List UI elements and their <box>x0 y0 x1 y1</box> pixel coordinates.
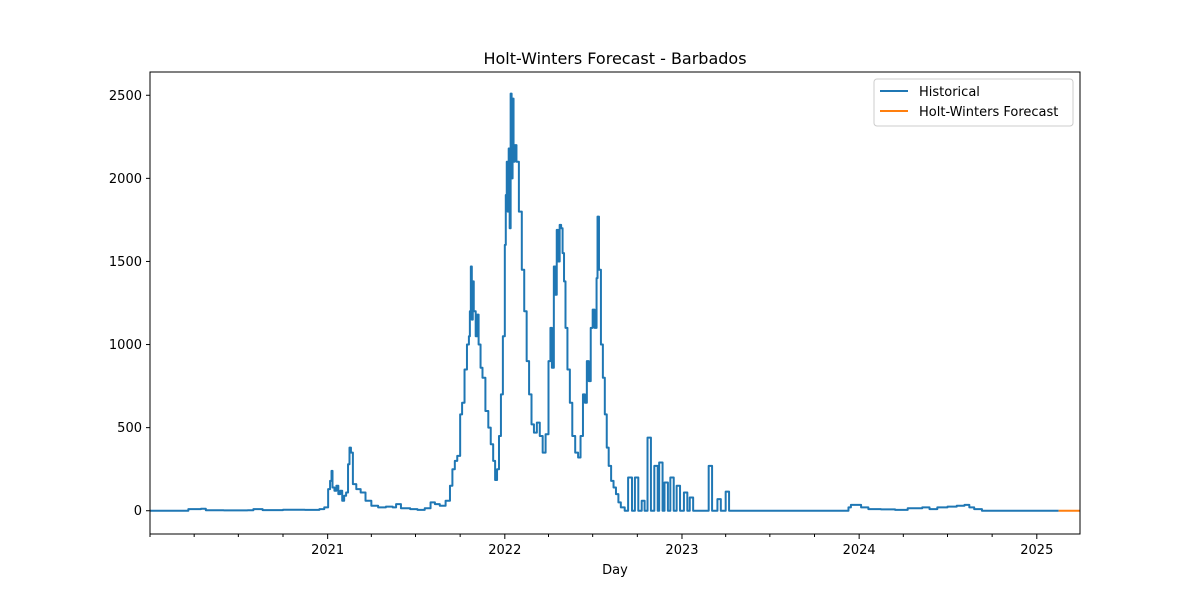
plot-area <box>150 72 1080 534</box>
series-layer <box>150 92 1080 512</box>
y-tick-label: 1000 <box>109 338 142 353</box>
y-tick-label: 2500 <box>109 89 142 104</box>
y-ticks: 0 500 1000 1500 2000 2500 <box>109 89 150 519</box>
x-tick-label: 2025 <box>1020 543 1053 558</box>
x-tick-label: 2023 <box>665 543 698 558</box>
y-tick-label: 1500 <box>109 255 142 270</box>
y-tick-label: 500 <box>117 421 142 436</box>
x-axis-label: Day <box>602 563 628 578</box>
x-ticks: 2021 2022 2023 2024 2025 <box>149 534 1053 558</box>
y-tick-label: 2000 <box>109 172 142 187</box>
legend: Historical Holt-Winters Forecast <box>873 78 1074 127</box>
legend-label-forecast: Holt-Winters Forecast <box>919 105 1058 120</box>
x-tick-label: 2024 <box>843 543 876 558</box>
legend-box <box>873 78 1074 127</box>
x-tick-label: 2021 <box>311 543 344 558</box>
axes-layer <box>149 71 1081 535</box>
series-line-historical <box>150 92 1059 512</box>
y-tick-label: 0 <box>134 504 142 519</box>
plot-frame <box>149 71 1081 535</box>
legend-label-historical: Historical <box>919 85 980 100</box>
chart-title: Holt-Winters Forecast - Barbados <box>483 49 746 68</box>
x-tick-label: 2022 <box>488 543 521 558</box>
